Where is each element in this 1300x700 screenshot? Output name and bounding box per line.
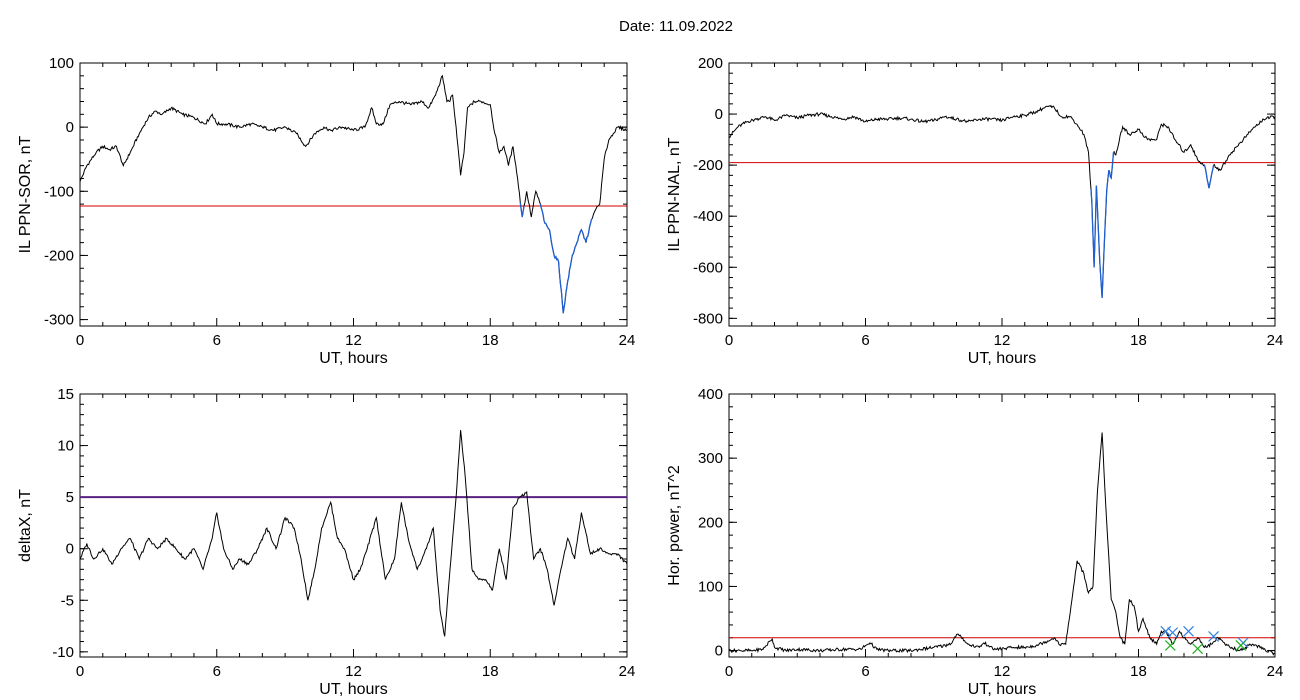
y-tick-label: -10 <box>52 644 74 661</box>
x-marker <box>1208 631 1219 642</box>
x-marker <box>1183 625 1194 637</box>
y-tick-label: 0 <box>66 541 74 558</box>
y-axis-label: IL PPN-NAL, nT <box>666 137 683 251</box>
panel-2: 0 6 12 18 24 200 0 -200 -400 -600 -800 UT, hours IL … <box>666 55 1283 367</box>
series-line <box>80 74 627 314</box>
x-tick-label: 6 <box>861 663 869 680</box>
series-line <box>729 432 1275 656</box>
x-tick-label: 12 <box>345 332 362 349</box>
highlight-segment <box>1203 164 1215 189</box>
y-tick-label: -600 <box>693 259 723 276</box>
y-tick-label: -200 <box>44 247 74 264</box>
plot-frame <box>728 62 1276 327</box>
plot-frame <box>728 393 1276 658</box>
y-tick-label: 100 <box>698 578 723 595</box>
y-tick-label: 0 <box>715 643 723 660</box>
y-tick-label: 200 <box>698 55 723 72</box>
y-tick-label: 400 <box>698 386 723 403</box>
panel-3: 0 6 12 18 24 15 10 5 0 -5 -10 UT, hours deltaX, nT <box>17 386 635 698</box>
series-line <box>729 104 1275 298</box>
y-tick-label: -5 <box>61 592 74 609</box>
highlight-segment <box>519 202 525 218</box>
x-tick-label: 0 <box>76 663 84 680</box>
chart-date-title: Date: 11.09.2022 <box>619 18 733 35</box>
y-tick-label: -400 <box>693 208 723 225</box>
x-tick-label: 18 <box>1130 332 1147 349</box>
x-marker <box>1160 625 1172 637</box>
x-tick-label: 0 <box>725 332 733 349</box>
x-axis-label: UT, hours <box>319 681 387 698</box>
x-tick-label: 6 <box>213 332 221 349</box>
y-tick-label: 15 <box>57 386 74 403</box>
x-tick-label: 24 <box>1267 663 1284 680</box>
plot-frame <box>79 62 628 327</box>
x-tick-label: 12 <box>994 332 1011 349</box>
x-tick-label: 12 <box>345 663 362 680</box>
y-tick-label: 0 <box>66 119 74 136</box>
panel-4: 0 6 12 18 24 400 300 200 100 0 UT, hours Hor. power… <box>666 386 1283 698</box>
y-axis-label: IL PPN-SOR, nT <box>17 135 34 253</box>
y-tick-label: 10 <box>57 438 74 455</box>
x-tick-label: 0 <box>76 332 84 349</box>
y-tick-label: 200 <box>698 514 723 531</box>
x-marker <box>1164 640 1176 651</box>
x-axis-label: UT, hours <box>319 350 387 367</box>
x-axis-label: UT, hours <box>968 350 1036 367</box>
x-marker <box>1192 643 1204 655</box>
x-tick-label: 6 <box>861 332 869 349</box>
x-tick-label: 18 <box>1130 663 1147 680</box>
highlight-segment <box>1090 151 1115 298</box>
y-axis-label: Hor. power, nT^2 <box>666 465 683 586</box>
y-tick-label: 0 <box>715 106 723 123</box>
highlight-segment <box>539 203 593 314</box>
y-tick-label: -200 <box>693 157 723 174</box>
y-tick-label: 100 <box>49 55 74 72</box>
y-tick-label: -300 <box>44 312 74 329</box>
x-tick-label: 24 <box>619 663 636 680</box>
x-tick-label: 0 <box>725 663 733 680</box>
x-axis-label: UT, hours <box>968 681 1036 698</box>
x-tick-label: 24 <box>1267 332 1284 349</box>
x-tick-label: 18 <box>482 332 499 349</box>
x-tick-label: 12 <box>994 663 1011 680</box>
plot-frame <box>79 393 628 658</box>
y-axis-label: deltaX, nT <box>17 489 34 562</box>
x-marker <box>1235 640 1247 651</box>
y-tick-label: -800 <box>693 310 723 327</box>
x-tick-label: 18 <box>482 663 499 680</box>
x-tick-label: 6 <box>213 663 221 680</box>
panel-1: 0 6 12 18 24 100 0 -100 -200 -300 UT, hours IL PPN-… <box>17 55 635 367</box>
x-tick-label: 24 <box>619 332 636 349</box>
y-tick-label: -100 <box>44 183 74 200</box>
x-marker <box>1167 627 1179 639</box>
y-tick-label: 5 <box>66 489 74 506</box>
y-tick-label: 300 <box>698 450 723 467</box>
series-line <box>80 430 627 637</box>
